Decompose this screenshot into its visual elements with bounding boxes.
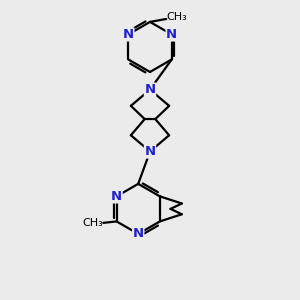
Text: N: N [133,227,144,240]
Text: N: N [166,28,177,41]
Text: N: N [144,83,156,96]
Text: N: N [123,28,134,41]
Text: N: N [111,190,122,203]
Text: N: N [144,145,156,158]
Text: CH₃: CH₃ [166,13,187,22]
Text: CH₃: CH₃ [82,218,103,228]
